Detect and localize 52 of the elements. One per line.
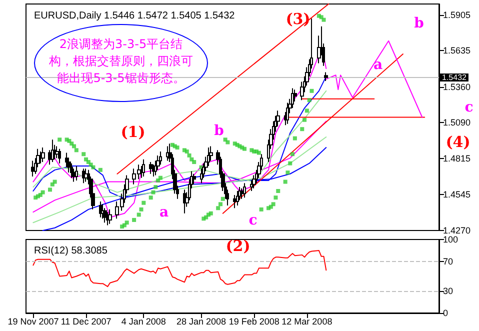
y-tick-label: 100	[443, 234, 458, 244]
annotation: a	[159, 204, 169, 221]
y-tick-label: 1.5905	[443, 10, 471, 20]
y-tick-label: 30	[443, 286, 454, 296]
candlestick	[106, 212, 109, 226]
y-tick-label: 70	[443, 256, 454, 267]
y-tick-label: 1.4815	[443, 154, 471, 164]
candlestick	[149, 162, 153, 174]
annotation: (1)	[120, 123, 146, 142]
text: EURUSD,Daily 1.5446 1.5472 1.5405 1.5432	[34, 10, 236, 22]
x-tick-label: 19 Feb 2008	[228, 316, 280, 326]
annotation: b	[414, 16, 424, 32]
annotation: (3)	[286, 10, 310, 28]
x-tick-label: 19 Nov 2007	[8, 316, 59, 326]
x-tick-label: 28 Jan 2008	[176, 316, 226, 326]
candlestick	[84, 168, 88, 182]
y-tick-label: 1.5360	[443, 82, 471, 92]
annotation: (2)	[226, 237, 250, 256]
candlestick	[75, 165, 78, 181]
candlestick	[286, 102, 289, 124]
annotation: a	[373, 56, 383, 73]
text: (4)	[446, 133, 470, 152]
candlestick	[58, 148, 61, 164]
y-tick-label: 1.5635	[443, 46, 471, 56]
candlestick	[236, 190, 239, 206]
candlestick	[233, 194, 237, 209]
candlestick	[31, 160, 35, 178]
candlestick	[39, 150, 42, 164]
annotation: 2浪调整为3-3-5平台结构，根据交替原则，四浪可能出现5-3-5锯齿形态。	[48, 36, 194, 87]
y-tick-label: 1.5090	[443, 118, 471, 128]
ref-line-label: 1.5432	[442, 72, 468, 82]
candlestick	[324, 72, 328, 82]
candlestick	[51, 139, 54, 163]
annotation: b	[214, 122, 224, 139]
annotation: c	[248, 212, 258, 228]
x-tick-label: 4 Jan 2008	[121, 316, 166, 326]
y-tick-label: 1.4270	[443, 226, 471, 236]
text: c	[464, 99, 474, 116]
text: RSI(12) 58.3085	[34, 246, 108, 256]
x-tick-label: 12 Mar 2008	[282, 316, 332, 326]
candlestick	[166, 146, 169, 162]
candlestick	[152, 164, 155, 178]
x-tick-label: 11 Dec 2007	[60, 316, 112, 326]
candlestick	[41, 147, 45, 163]
line-series	[326, 40, 423, 118]
candlestick	[82, 168, 85, 184]
candlestick	[243, 182, 246, 198]
y-tick-label: 1.4545	[443, 189, 471, 200]
candlestick	[183, 189, 186, 214]
candlestick	[142, 158, 145, 178]
candlestick	[192, 173, 196, 185]
candlestick	[99, 201, 102, 218]
